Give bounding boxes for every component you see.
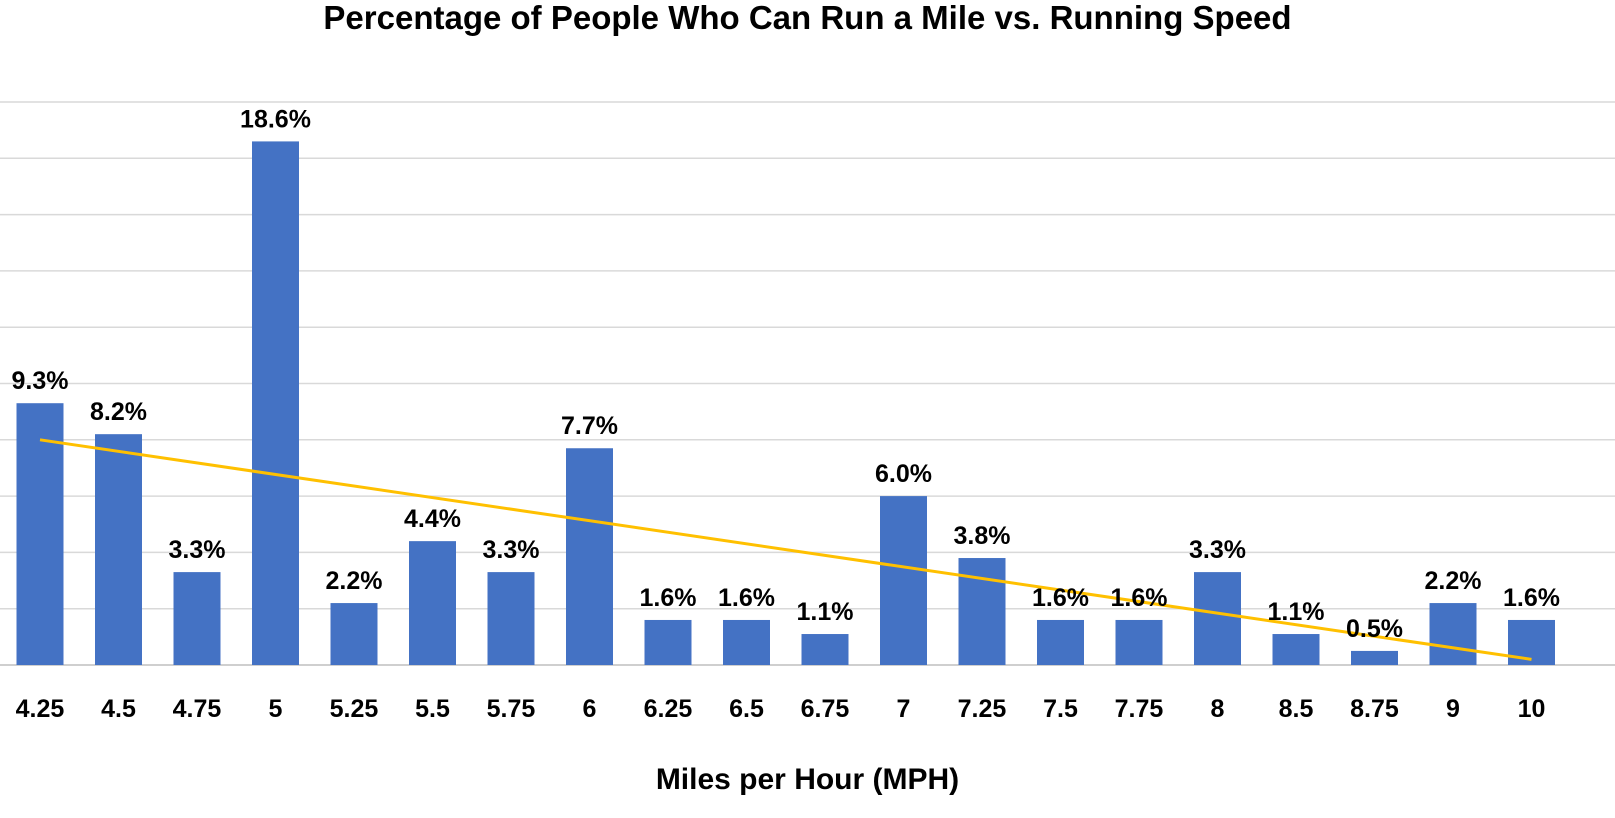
x-tick-label: 10 <box>1518 695 1546 723</box>
x-tick-label: 8 <box>1211 695 1225 723</box>
bar <box>252 141 299 665</box>
bar <box>16 403 64 665</box>
bar <box>409 541 456 665</box>
x-tick-label: 5 <box>269 695 283 723</box>
gridlines <box>0 101 1615 666</box>
data-label: 2.2% <box>1425 567 1482 595</box>
data-label: 1.1% <box>797 598 854 626</box>
data-labels: 9.3% 8.2% 3.3% 18.6% 2.2% 4.4% 3.3% 7.7% 1.6% 1.6… <box>12 105 1560 643</box>
bar <box>1115 619 1163 665</box>
bar <box>880 496 927 665</box>
x-tick-label: 6.25 <box>644 695 693 723</box>
x-tick-label: 8.75 <box>1350 695 1399 723</box>
trendline-line <box>39 438 1532 661</box>
x-tick-label: 7.5 <box>1043 695 1078 723</box>
x-tick-label: 7.25 <box>958 695 1007 723</box>
x-tick-label: 4.25 <box>16 695 65 723</box>
data-label: 1.1% <box>1268 598 1325 626</box>
x-tick-label: 6.75 <box>801 695 850 723</box>
x-tick-label: 5.25 <box>330 695 379 723</box>
bar <box>644 619 692 665</box>
x-tick-label: 4.5 <box>101 695 136 723</box>
bar <box>173 572 221 665</box>
x-tick-label: 8.5 <box>1279 695 1314 723</box>
bar <box>1351 650 1398 665</box>
data-label: 1.6% <box>1111 584 1168 612</box>
bar <box>1194 572 1241 665</box>
data-label: 8.2% <box>90 398 147 426</box>
x-tick-label: 6.5 <box>729 695 764 723</box>
data-label: 1.6% <box>1032 584 1089 612</box>
bar <box>801 634 849 665</box>
data-label: 3.3% <box>1189 536 1246 564</box>
bar <box>566 448 613 665</box>
bar <box>1037 619 1084 665</box>
bar <box>1429 603 1477 665</box>
data-label: 2.2% <box>326 567 383 595</box>
data-label: 0.5% <box>1346 615 1403 643</box>
data-label: 1.6% <box>718 584 775 612</box>
bar <box>330 603 378 665</box>
data-label: 3.3% <box>169 536 226 564</box>
data-label: 1.6% <box>1503 584 1560 612</box>
data-label: 3.3% <box>483 536 540 564</box>
bar <box>1272 634 1320 665</box>
data-label: 1.6% <box>640 584 697 612</box>
bar <box>958 558 1006 665</box>
x-tick-label: 4.75 <box>173 695 222 723</box>
chart-title: Percentage of People Who Can Run a Mile … <box>323 0 1292 36</box>
data-label: 6.0% <box>875 460 932 488</box>
x-axis-label: Miles per Hour (MPH) <box>655 763 960 796</box>
bar <box>95 434 142 665</box>
x-tick-label: 5.5 <box>415 695 450 723</box>
data-label: 7.7% <box>561 412 618 440</box>
data-label: 9.3% <box>12 367 69 395</box>
x-tick-labels: 4.25 4.5 4.75 5 5.25 5.5 5.75 6 6.25 6.5 6.75 7 7.25… <box>16 695 1546 723</box>
x-tick-label: 5.75 <box>487 695 536 723</box>
trendline <box>39 438 1532 661</box>
x-tick-label: 7 <box>897 695 911 723</box>
x-tick-label: 6 <box>583 695 597 723</box>
data-label: 3.8% <box>954 522 1011 550</box>
data-label: 18.6% <box>240 105 311 133</box>
bar <box>723 619 770 665</box>
x-tick-label: 9 <box>1446 695 1460 723</box>
bars <box>16 141 1555 665</box>
bar <box>487 572 535 665</box>
x-tick-label: 7.75 <box>1115 695 1164 723</box>
data-label: 4.4% <box>404 505 461 533</box>
